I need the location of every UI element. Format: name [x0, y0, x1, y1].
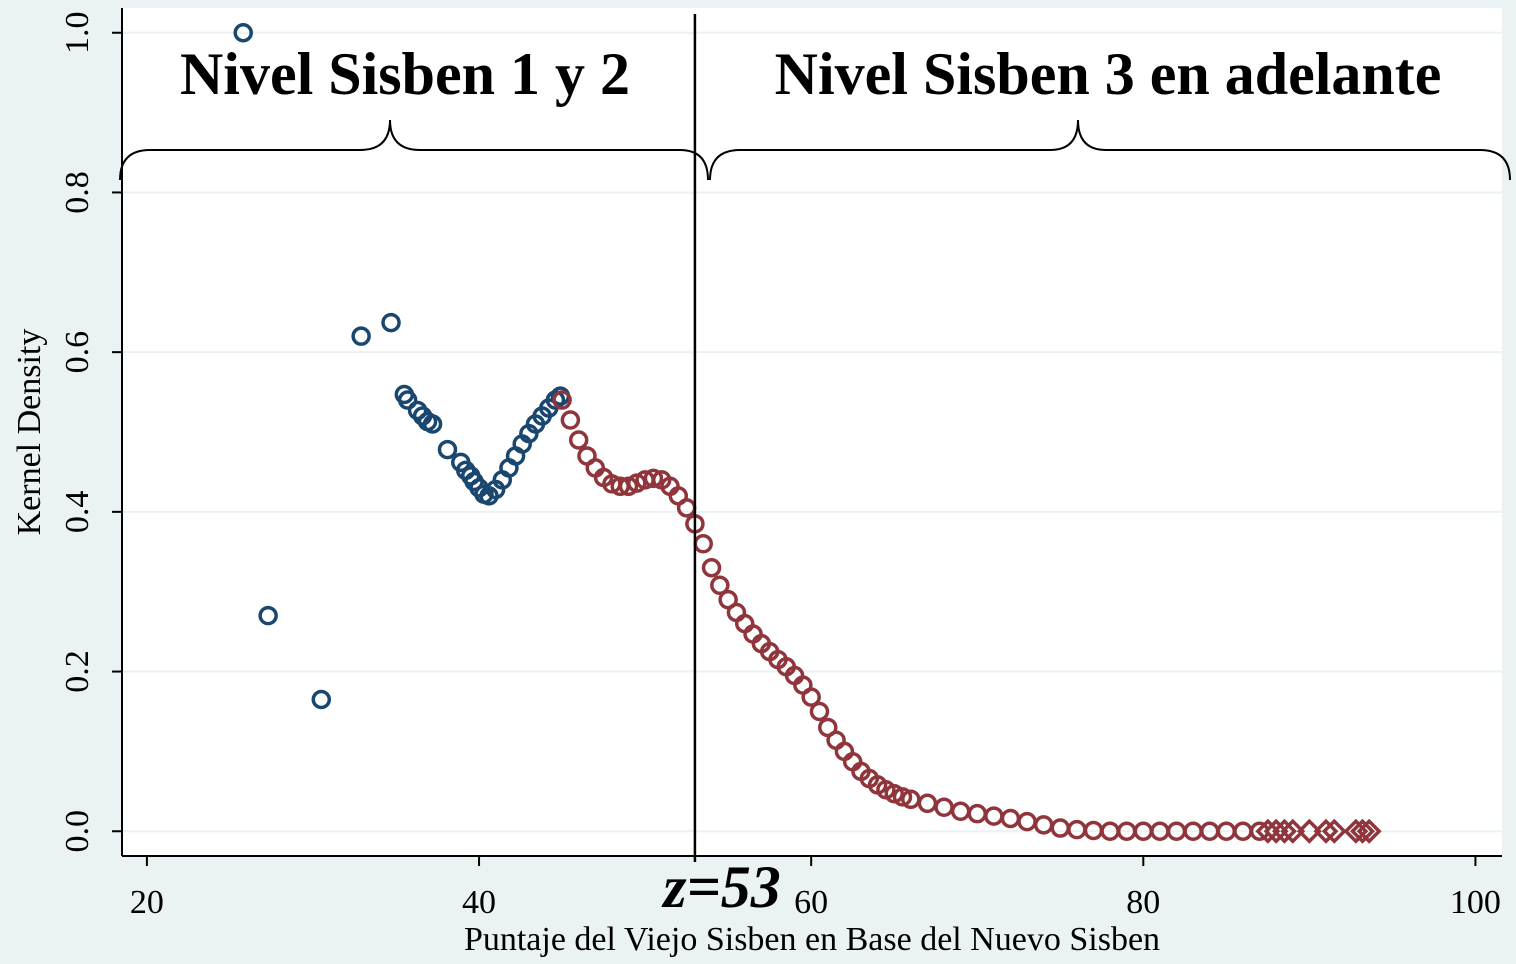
diamond-marker	[1321, 818, 1347, 844]
circle-marker	[351, 326, 371, 346]
brace	[709, 119, 1511, 181]
diamond-marker	[1313, 818, 1339, 844]
x-tick-label: 40	[462, 884, 496, 921]
circle-marker	[568, 430, 589, 450]
diamond-marker	[1255, 818, 1281, 844]
circle-marker	[311, 689, 332, 710]
y-axis-title: Kernel Density	[11, 329, 48, 536]
circle-marker	[892, 787, 913, 807]
circle-marker	[233, 23, 253, 43]
circle-marker	[437, 439, 458, 460]
circle-marker	[809, 701, 830, 722]
circle-marker	[643, 468, 664, 489]
circle-marker	[801, 687, 821, 707]
y-tick-label: 0.6	[59, 331, 96, 374]
y-tick-label: 0.8	[59, 171, 96, 214]
diamond-marker	[1296, 818, 1322, 844]
x-axis-title: Puntaje del Viejo Sisben en Base del Nue…	[464, 921, 1160, 958]
x-tick-label: 20	[130, 884, 164, 921]
y-tick-label: 1.0	[59, 12, 96, 55]
diamond-marker	[1356, 818, 1382, 844]
y-tick-label: 0.0	[59, 810, 96, 853]
annotation: z=53	[661, 854, 781, 920]
diamond-marker	[1263, 818, 1289, 844]
x-tick-label: 60	[794, 884, 828, 921]
x-tick-label: 100	[1450, 884, 1501, 921]
plot-area	[122, 8, 1502, 856]
x-tick-label: 80	[1126, 884, 1160, 921]
circle-marker	[710, 575, 730, 596]
circle-marker	[258, 605, 278, 626]
circle-marker	[701, 557, 722, 578]
annotation: Nivel Sisben 3 en adelante	[775, 41, 1442, 107]
y-tick-label: 0.2	[59, 650, 96, 693]
diamond-marker	[1271, 818, 1297, 844]
diamond-marker	[1350, 818, 1375, 844]
circle-marker	[552, 390, 572, 410]
circle-marker	[397, 390, 418, 410]
circle-marker	[381, 312, 401, 333]
y-tick-label: 0.4	[59, 491, 96, 534]
circle-marker	[560, 410, 581, 430]
diamond-marker	[1280, 818, 1306, 844]
brace	[119, 119, 709, 181]
annotation: Nivel Sisben 1 y 2	[180, 41, 630, 107]
circle-marker	[422, 414, 443, 434]
